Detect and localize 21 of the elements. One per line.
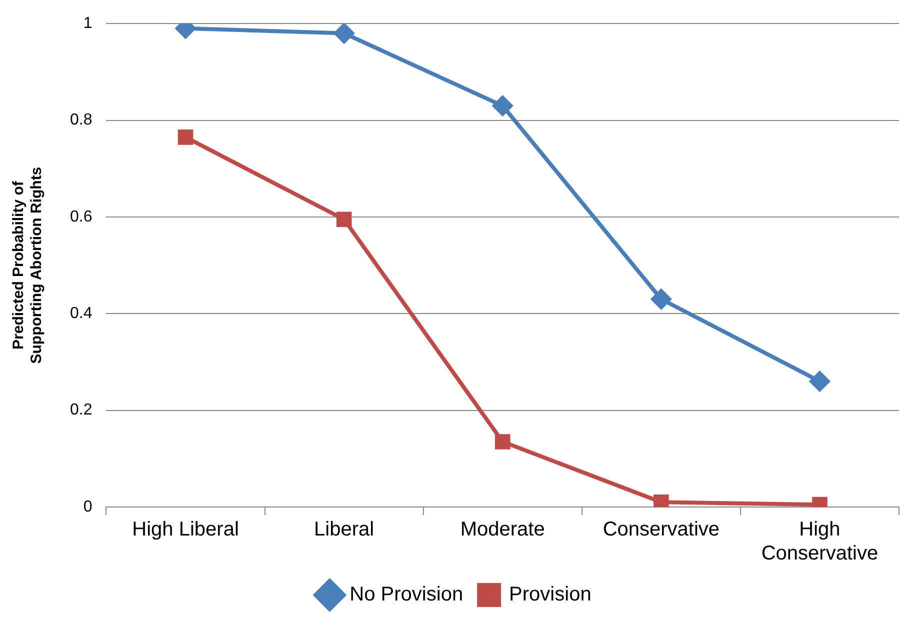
x-tick-label: Moderate [460,518,545,541]
x-tick-label: Liberal [314,518,374,541]
y-tick-label: 0 [83,498,92,516]
y-tick-label: 0.8 [70,112,92,129]
point [651,289,672,310]
y-tick-label: 0.2 [70,402,92,419]
y-tick-label: 0.4 [70,305,92,322]
y-tick-label: 0.6 [70,208,92,226]
legend-label: Provision [509,584,592,606]
x-tick-label: Conservative [602,518,720,541]
point [178,130,194,145]
x-tick-label: High Liberal [132,518,239,541]
x-tick-label: High Conservative [761,518,878,565]
point [336,212,352,228]
legend-label: No Provision [350,584,464,606]
point [492,96,513,116]
y-axis-title: Predicted Probability of Supporting Abortion Rights [10,166,46,364]
point [810,371,830,392]
y-tick-label: 1 [83,15,92,32]
point [334,24,354,44]
point [494,434,510,450]
